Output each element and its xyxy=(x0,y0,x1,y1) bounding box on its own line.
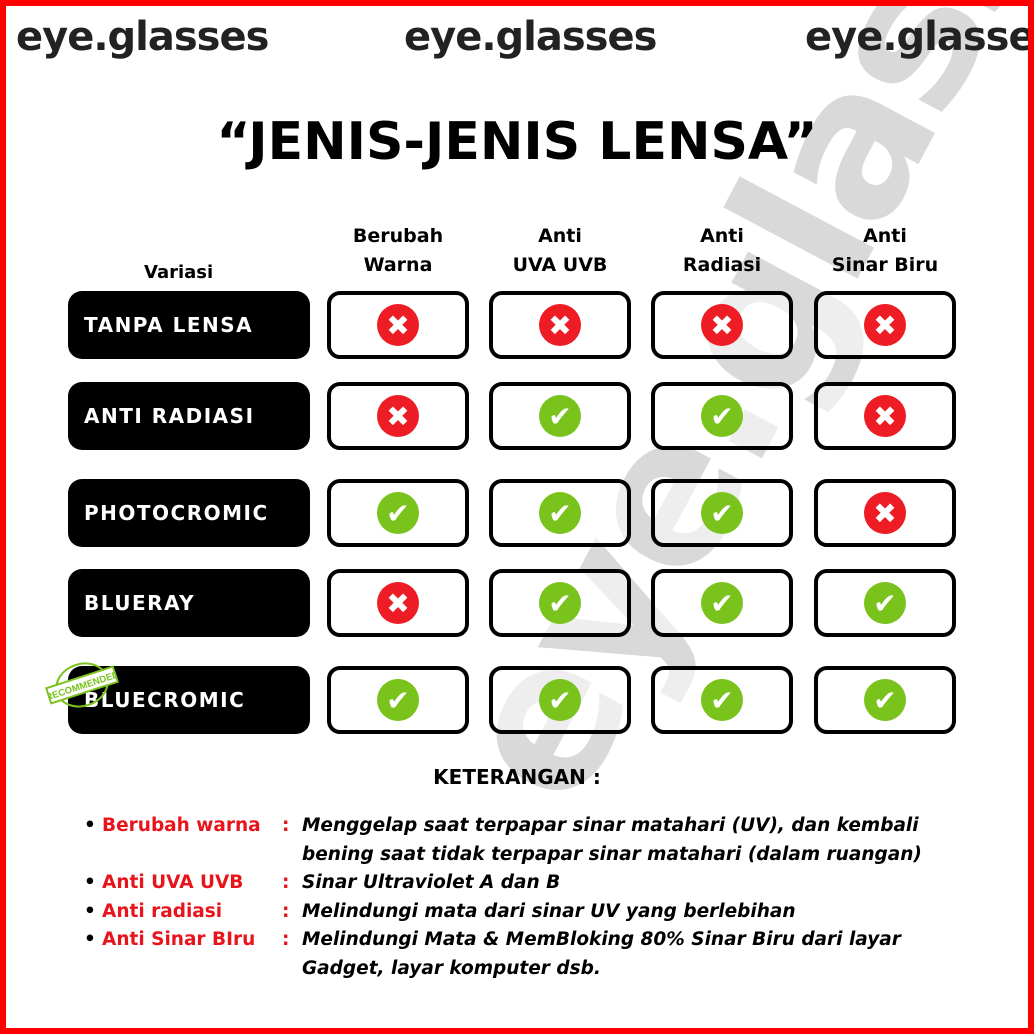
legend-term: Anti radiasi xyxy=(102,900,223,922)
x-circle-icon: ✖ xyxy=(864,492,906,534)
x-circle-icon: ✖ xyxy=(864,304,906,346)
table-cell: ✔ xyxy=(651,479,793,547)
table-cell: ✔ xyxy=(651,569,793,637)
legend-item: • Anti UVA UVB: Sinar Ultraviolet A dan B xyxy=(84,869,962,898)
column-header-line: Warna xyxy=(363,254,433,276)
page-title: “JENIS-JENIS LENSA” xyxy=(216,112,818,172)
check-circle-icon: ✔ xyxy=(864,679,906,721)
logo-left: eye.glasses xyxy=(16,14,269,60)
table-cell: ✖ xyxy=(814,479,956,547)
row-label: BLUERAY xyxy=(68,569,310,637)
legend-term: Anti UVA UVB xyxy=(102,872,244,893)
x-circle-icon: ✖ xyxy=(864,395,906,437)
row-label: BLUECROMIC xyxy=(68,666,310,734)
check-circle-icon: ✔ xyxy=(539,582,581,624)
table-cell: ✔ xyxy=(489,569,631,637)
column-header-line: Berubah xyxy=(352,225,444,247)
column-header-line: Anti xyxy=(700,225,744,247)
check-circle-icon: ✔ xyxy=(864,582,906,624)
row-label: ANTI RADIASI xyxy=(68,382,310,450)
bullet: • xyxy=(84,815,96,836)
column-header: Anti Sinar Biru xyxy=(810,222,960,280)
legend-colon: : xyxy=(282,815,290,836)
table-cell: ✖ xyxy=(327,382,469,450)
table-cell: ✔ xyxy=(489,382,631,450)
legend-colon: : xyxy=(282,929,290,950)
table-cell: ✖ xyxy=(814,291,956,359)
legend-description: Menggelap saat terpapar sinar matahari (… xyxy=(302,815,922,865)
legend-list: • Berubah warna: Menggelap saat terpapar s… xyxy=(84,812,962,983)
legend-item: • Berubah warna: Menggelap saat terpapar s… xyxy=(84,812,962,869)
table-cell: ✖ xyxy=(651,291,793,359)
column-header: Anti UVA UVB xyxy=(485,222,635,280)
check-circle-icon: ✔ xyxy=(377,492,419,534)
legend-colon: : xyxy=(282,872,290,893)
bullet: • xyxy=(84,900,96,922)
legend-term: Anti Sinar BIru xyxy=(102,929,256,950)
table-cell: ✖ xyxy=(489,291,631,359)
table-cell: ✖ xyxy=(814,382,956,450)
column-header-line: Anti xyxy=(538,225,582,247)
table-cell: ✔ xyxy=(651,382,793,450)
check-circle-icon: ✔ xyxy=(701,395,743,437)
table-cell: ✔ xyxy=(489,666,631,734)
column-header-line: UVA UVB xyxy=(512,254,608,276)
check-circle-icon: ✔ xyxy=(539,492,581,534)
bullet: • xyxy=(84,929,96,950)
x-circle-icon: ✖ xyxy=(377,395,419,437)
table-cell: ✖ xyxy=(327,291,469,359)
check-circle-icon: ✔ xyxy=(539,679,581,721)
legend-description: Melindungi mata dari sinar UV yang berle… xyxy=(302,900,796,922)
check-circle-icon: ✔ xyxy=(701,582,743,624)
column-header: Anti Radiasi xyxy=(647,222,797,280)
legend-item: • Anti Sinar BIru: Melindungi Mata & MemBl… xyxy=(84,926,962,983)
bullet: • xyxy=(84,872,96,893)
x-circle-icon: ✖ xyxy=(377,304,419,346)
column-header-line: Radiasi xyxy=(682,254,762,276)
column-header-line: Sinar Biru xyxy=(831,254,939,276)
table-cell: ✔ xyxy=(489,479,631,547)
column-header: Berubah Warna xyxy=(323,222,473,280)
logo-right: eye.glasses xyxy=(805,14,1034,60)
table-cell: ✔ xyxy=(651,666,793,734)
check-circle-icon: ✔ xyxy=(701,679,743,721)
row-label: PHOTOCROMIC xyxy=(68,479,310,547)
keterangan-title: KETERANGAN : xyxy=(433,765,601,789)
legend-description: Melindungi Mata & MemBloking 80% Sinar B… xyxy=(302,929,901,979)
table-cell: ✔ xyxy=(327,479,469,547)
legend-term: Berubah warna xyxy=(102,815,261,836)
check-circle-icon: ✔ xyxy=(377,679,419,721)
legend-description: Sinar Ultraviolet A dan B xyxy=(302,872,561,893)
table-cell: ✖ xyxy=(327,569,469,637)
x-circle-icon: ✖ xyxy=(377,582,419,624)
logo-center: eye.glasses xyxy=(404,14,657,60)
table-cell: ✔ xyxy=(814,569,956,637)
x-circle-icon: ✖ xyxy=(539,304,581,346)
check-circle-icon: ✔ xyxy=(539,395,581,437)
variasi-header: Variasi xyxy=(144,262,214,283)
check-circle-icon: ✔ xyxy=(701,492,743,534)
column-header-line: Anti xyxy=(863,225,907,247)
table-cell: ✔ xyxy=(327,666,469,734)
table-cell: ✔ xyxy=(814,666,956,734)
row-label: TANPA LENSA xyxy=(68,291,310,359)
recommended-badge: RECOMMENDED xyxy=(41,652,124,718)
legend-colon: : xyxy=(282,900,290,922)
x-circle-icon: ✖ xyxy=(701,304,743,346)
legend-item: • Anti radiasi: Melindungi mata dari sinar… xyxy=(84,898,962,927)
